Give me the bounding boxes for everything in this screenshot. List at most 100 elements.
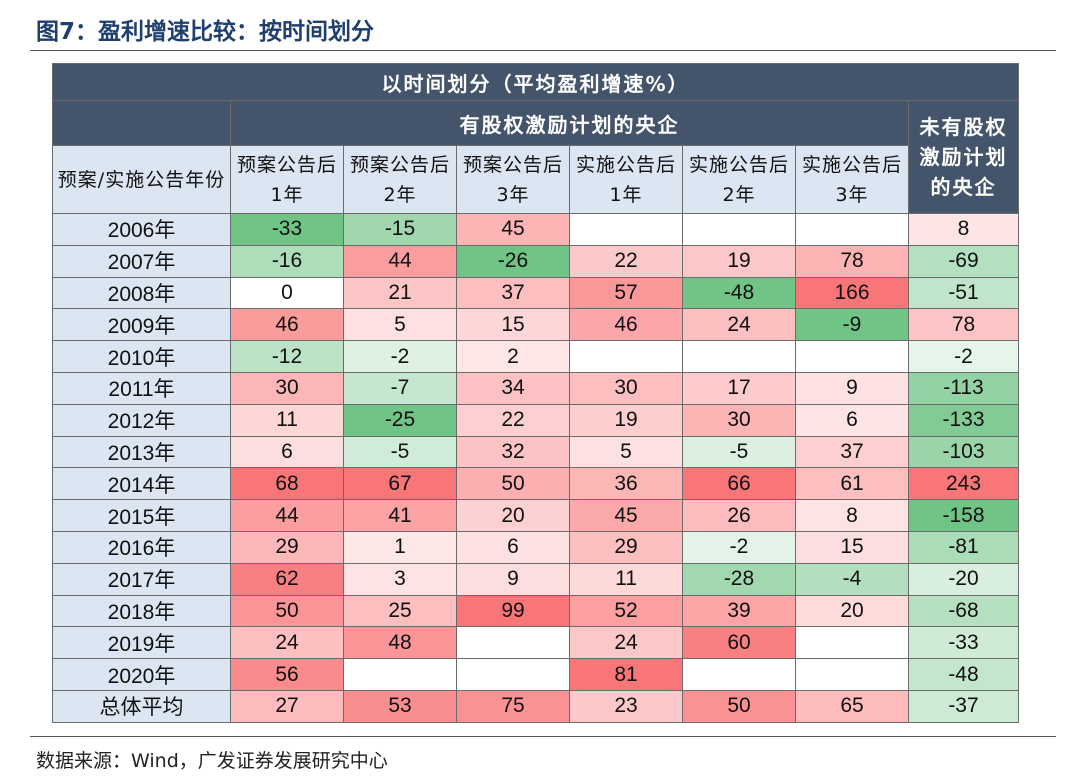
value-cell: 2 <box>456 340 570 373</box>
value-cell: 9 <box>456 562 570 596</box>
row-label: 2011年 <box>52 371 231 405</box>
table-row: 2014年 68 67 50 36 66 61 243 <box>52 467 1019 501</box>
row-label: 2007年 <box>52 244 231 278</box>
table-row: 2007年 -16 44 -26 22 19 78 -69 <box>52 244 1019 278</box>
value-cell <box>569 340 683 373</box>
column-header: 预案公告后3年 <box>456 145 570 214</box>
table-caption: 以时间划分（平均盈利增速%） <box>52 63 1019 101</box>
column-header: 预案公告后2年 <box>343 145 457 214</box>
value-cell: 25 <box>343 594 457 628</box>
value-cell: 62 <box>230 562 344 596</box>
value-cell: 61 <box>795 467 909 501</box>
value-cell: 56 <box>230 658 344 691</box>
row-label: 2010年 <box>52 340 231 373</box>
value-cell: 29 <box>569 530 683 564</box>
value-cell <box>456 658 570 691</box>
value-cell: 11 <box>230 403 344 437</box>
value-cell: 9 <box>795 371 909 405</box>
table-row: 2017年 62 3 9 11 -28 -4 -20 <box>52 562 1019 596</box>
value-cell: 99 <box>456 594 570 628</box>
value-cell: 19 <box>569 403 683 437</box>
value-cell: -25 <box>343 403 457 437</box>
value-cell: -5 <box>343 435 457 469</box>
value-cell: 15 <box>456 308 570 342</box>
value-cell: 3 <box>343 562 457 596</box>
value-cell: -48 <box>908 658 1019 691</box>
value-cell: 29 <box>230 530 344 564</box>
value-cell: 66 <box>682 467 796 501</box>
value-cell: -133 <box>908 403 1019 437</box>
value-cell: 65 <box>795 689 909 723</box>
value-cell: 37 <box>456 276 570 310</box>
rule <box>30 50 1056 51</box>
table-row: 有股权激励计划的央企 未有股权激励计划的央企 <box>52 100 1019 214</box>
value-cell <box>795 626 909 660</box>
table-row: 2015年 44 41 20 45 26 8 -158 <box>52 499 1019 532</box>
group-header: 有股权激励计划的央企 <box>230 100 909 146</box>
value-cell: 30 <box>569 371 683 405</box>
table-row: 2008年 0 21 37 57 -48 166 -51 <box>52 276 1019 310</box>
value-cell: 45 <box>569 499 683 532</box>
value-cell: 46 <box>569 308 683 342</box>
value-cell: -48 <box>682 276 796 310</box>
value-cell: 78 <box>795 244 909 278</box>
value-cell: 32 <box>456 435 570 469</box>
value-cell: 50 <box>456 467 570 501</box>
value-cell: 6 <box>795 403 909 437</box>
value-cell: 37 <box>795 435 909 469</box>
value-cell <box>795 340 909 373</box>
value-cell <box>456 626 570 660</box>
value-cell: 68 <box>230 467 344 501</box>
value-cell: 39 <box>682 594 796 628</box>
value-cell: -20 <box>908 562 1019 596</box>
value-cell: -4 <box>795 562 909 596</box>
value-cell: -9 <box>795 308 909 342</box>
value-cell: -2 <box>682 530 796 564</box>
value-cell: -37 <box>908 689 1019 723</box>
value-cell <box>795 213 909 246</box>
value-cell: 24 <box>230 626 344 660</box>
table-row: 2009年 46 5 15 46 24 -9 78 <box>52 308 1019 342</box>
value-cell: 11 <box>569 562 683 596</box>
row-header: 预案/实施公告年份 <box>52 145 231 214</box>
table-row: 2018年 50 25 99 52 39 20 -68 <box>52 594 1019 628</box>
value-cell: -33 <box>908 626 1019 660</box>
row-label: 2017年 <box>52 562 231 596</box>
value-cell: 50 <box>682 689 796 723</box>
value-cell: 26 <box>682 499 796 532</box>
value-cell: 6 <box>456 530 570 564</box>
row-label: 2009年 <box>52 308 231 342</box>
source-note: 数据来源：Wind，广发证券发展研究中心 <box>36 750 388 772</box>
value-cell: 20 <box>795 594 909 628</box>
value-cell: -69 <box>908 244 1019 278</box>
rule <box>30 736 1056 737</box>
row-label: 2008年 <box>52 276 231 310</box>
column-header: 实施公告后2年 <box>682 145 796 214</box>
value-cell: 24 <box>569 626 683 660</box>
value-cell: -2 <box>908 340 1019 373</box>
value-cell: 44 <box>230 499 344 532</box>
value-cell: -12 <box>230 340 344 373</box>
value-cell: 1 <box>343 530 457 564</box>
row-label: 2014年 <box>52 467 231 501</box>
value-cell: -51 <box>908 276 1019 310</box>
value-cell: 19 <box>682 244 796 278</box>
value-cell <box>682 340 796 373</box>
row-label: 2020年 <box>52 658 231 691</box>
value-cell: -2 <box>343 340 457 373</box>
value-cell: 5 <box>343 308 457 342</box>
value-cell: -113 <box>908 371 1019 405</box>
value-cell: -15 <box>343 213 457 246</box>
value-cell <box>682 658 796 691</box>
value-cell: 36 <box>569 467 683 501</box>
value-cell: 41 <box>343 499 457 532</box>
value-cell: 67 <box>343 467 457 501</box>
value-cell <box>795 658 909 691</box>
value-cell: 15 <box>795 530 909 564</box>
table-row: 2012年 11 -25 22 19 30 6 -133 <box>52 403 1019 437</box>
value-cell: -16 <box>230 244 344 278</box>
column-header: 预案公告后1年 <box>230 145 344 214</box>
value-cell: -158 <box>908 499 1019 532</box>
value-cell: -5 <box>682 435 796 469</box>
row-label: 2018年 <box>52 594 231 628</box>
